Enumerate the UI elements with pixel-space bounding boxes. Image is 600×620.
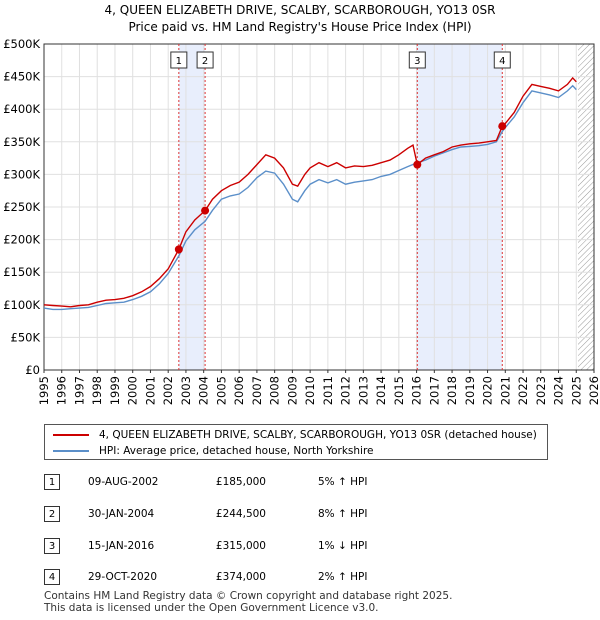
x-tick-label: 2015	[392, 376, 406, 405]
sale-marker-box	[408, 51, 426, 69]
footer-licence-text: This data is licensed under the Open Gov…	[44, 602, 379, 614]
x-tick-label: 1999	[108, 376, 122, 405]
footer-licence: Contains HM Land Registry data © Crown c…	[44, 590, 452, 614]
sale-marker-box	[493, 51, 511, 69]
x-tick-label: 2025	[569, 376, 583, 405]
sale-point	[201, 206, 210, 215]
sale-marker-box	[196, 51, 214, 69]
sale-price: £244,500	[215, 508, 266, 520]
x-tick-label: 2005	[214, 376, 228, 405]
chart-subtitle: Price paid vs. HM Land Registry's House …	[128, 20, 471, 34]
x-tick-label: 2010	[303, 376, 317, 405]
x-tick-label: 2017	[427, 376, 441, 405]
sale-row: 4 29-OCT-2020 £374,000 2% ↑ HPI	[0, 567, 600, 589]
y-tick-label: £50K	[11, 330, 41, 344]
sale-row: 1 09-AUG-2002 £185,000 5% ↑ HPI	[0, 472, 600, 494]
x-tick-label: 2022	[516, 376, 530, 405]
x-tick-label: 2004	[197, 376, 211, 405]
sale-hpi-diff: 2% ↑ HPI	[318, 571, 368, 583]
x-tick-label: 2001	[143, 376, 157, 405]
sale-number-badge: 1	[44, 474, 60, 490]
sale-date: 30-JAN-2004	[88, 508, 155, 520]
sale-point	[413, 160, 422, 169]
x-tick-label: 2007	[250, 376, 264, 405]
sale-date: 29-OCT-2020	[88, 571, 157, 583]
x-tick-label: 1998	[90, 376, 104, 405]
series-line-hpi	[43, 84, 577, 311]
x-tick-label: 2012	[339, 376, 353, 405]
x-tick-label: 2006	[232, 376, 246, 405]
x-tick-label: 2008	[268, 376, 282, 405]
x-tick-label: 1996	[55, 376, 69, 405]
sale-number-badge: 4	[44, 569, 60, 585]
x-tick-label: 2026	[587, 376, 600, 405]
sale-price: £315,000	[215, 540, 266, 552]
legend-label-hpi: HPI: Average price, detached house, Nort…	[99, 445, 374, 457]
x-tick-label: 2023	[534, 376, 548, 405]
x-tick-label: 1995	[37, 376, 51, 405]
plot-frame	[43, 43, 595, 371]
footer-copyright: Contains HM Land Registry data © Crown c…	[44, 590, 453, 602]
legend-swatch-property	[53, 434, 89, 436]
y-tick-label: £150K	[3, 265, 40, 279]
sale-hpi-diff: 5% ↑ HPI	[318, 476, 368, 488]
sale-marker-label: 2	[202, 56, 208, 67]
x-tick-label: 2009	[285, 376, 299, 405]
sale-date: 09-AUG-2002	[88, 476, 159, 488]
sale-hpi-diff: 1% ↓ HPI	[318, 540, 368, 552]
y-tick-label: £100K	[3, 298, 40, 312]
legend-item-property: 4, QUEEN ELIZABETH DRIVE, SCALBY, SCARBO…	[53, 427, 537, 443]
series-line-property	[43, 76, 577, 308]
sale-marker-box	[170, 51, 188, 69]
x-tick-label: 2014	[374, 376, 388, 405]
y-tick-label: £0	[25, 363, 40, 377]
x-tick-label: 2019	[463, 376, 477, 405]
sale-price: £374,000	[215, 571, 266, 583]
legend-swatch-hpi	[53, 450, 89, 452]
x-tick-label: 1997	[72, 376, 86, 405]
sale-marker-label: 1	[176, 56, 182, 67]
sale-date: 15-JAN-2016	[88, 540, 155, 552]
sale-point	[174, 245, 183, 254]
legend-item-hpi: HPI: Average price, detached house, Nort…	[53, 443, 374, 459]
sale-marker-label: 4	[499, 56, 505, 67]
y-tick-label: £350K	[3, 135, 40, 149]
sale-number-badge: 3	[44, 538, 60, 554]
chart-title: 4, QUEEN ELIZABETH DRIVE, SCALBY, SCARBO…	[105, 3, 496, 17]
x-tick-label: 2020	[481, 376, 495, 405]
x-tick-label: 2018	[445, 376, 459, 405]
x-tick-label: 2011	[321, 376, 335, 405]
x-tick-label: 2016	[410, 376, 424, 405]
y-tick-label: £450K	[3, 70, 40, 84]
sale-number-badge: 2	[44, 506, 60, 522]
x-tick-label: 2002	[161, 376, 175, 405]
y-tick-label: £500K	[3, 37, 40, 51]
sale-point	[498, 122, 507, 131]
legend-label-property: 4, QUEEN ELIZABETH DRIVE, SCALBY, SCARBO…	[99, 429, 537, 441]
sale-row: 2 30-JAN-2004 £244,500 8% ↑ HPI	[0, 504, 600, 526]
sale-marker-label: 3	[414, 56, 420, 67]
x-tick-label: 2000	[126, 376, 140, 405]
x-tick-label: 2024	[552, 376, 566, 405]
y-tick-label: £400K	[3, 102, 40, 116]
y-tick-label: £250K	[3, 200, 40, 214]
sale-hpi-diff: 8% ↑ HPI	[318, 508, 368, 520]
y-tick-label: £200K	[3, 233, 40, 247]
y-tick-label: £300K	[3, 167, 40, 181]
price-chart: 4, QUEEN ELIZABETH DRIVE, SCALBY, SCARBO…	[3, 3, 600, 405]
sale-row: 3 15-JAN-2016 £315,000 1% ↓ HPI	[0, 536, 600, 558]
chart-legend: 4, QUEEN ELIZABETH DRIVE, SCALBY, SCARBO…	[44, 424, 548, 460]
x-tick-label: 2003	[179, 376, 193, 405]
x-tick-label: 2021	[498, 376, 512, 405]
x-tick-label: 2013	[356, 376, 370, 405]
sale-price: £185,000	[215, 476, 266, 488]
